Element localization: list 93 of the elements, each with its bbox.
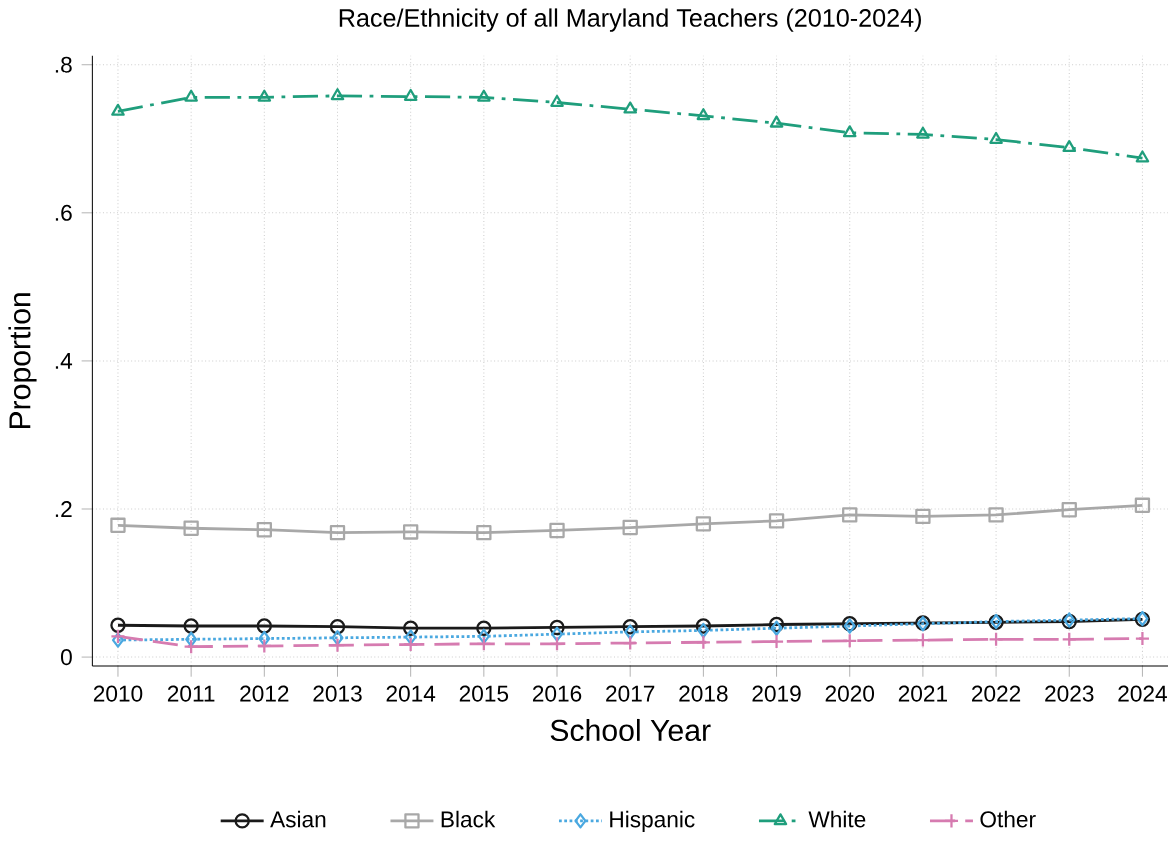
point xyxy=(258,630,271,647)
point xyxy=(329,619,346,635)
point xyxy=(549,636,565,652)
point xyxy=(111,632,125,648)
point xyxy=(402,636,419,653)
point xyxy=(257,89,272,102)
point xyxy=(916,126,930,139)
point xyxy=(183,520,199,536)
x-tick-label: 2012 xyxy=(240,685,289,702)
point xyxy=(769,115,784,128)
point xyxy=(331,630,344,646)
x-tick-label: 2023 xyxy=(1045,685,1094,702)
point xyxy=(111,103,125,116)
point xyxy=(183,618,199,634)
y-tick-label: 0 xyxy=(61,649,72,666)
point xyxy=(915,632,931,648)
x-tick-label: 2011 xyxy=(167,685,215,702)
point xyxy=(842,507,858,523)
x-tick-label: 2020 xyxy=(825,685,875,702)
x-tick-label: 2016 xyxy=(532,685,582,702)
point xyxy=(915,508,931,525)
point xyxy=(329,525,346,541)
x-tick-label: 2017 xyxy=(606,685,655,702)
x-tick-label: 2022 xyxy=(972,685,1021,702)
point xyxy=(1061,631,1077,647)
point xyxy=(696,108,711,121)
x-tick-label: 2015 xyxy=(459,685,509,702)
point xyxy=(624,624,637,640)
point xyxy=(256,638,272,654)
point xyxy=(1134,497,1151,513)
x-tick-label: 2010 xyxy=(93,685,143,702)
point xyxy=(185,631,198,647)
y-tick-label: .6 xyxy=(55,204,72,221)
point xyxy=(549,522,565,539)
chart-title: Race/Ethnicity of all Maryland Teachers (2010-2024) xyxy=(339,8,921,32)
point xyxy=(842,125,857,138)
point xyxy=(768,513,785,529)
y-tick-label: .2 xyxy=(55,501,72,517)
point xyxy=(989,131,1003,144)
x-tick-label: 2024 xyxy=(1118,685,1167,702)
point xyxy=(988,507,1004,523)
y-tick-label: .4 xyxy=(55,353,73,369)
point xyxy=(550,94,564,107)
point xyxy=(768,616,785,633)
point xyxy=(549,619,565,636)
legend-label: Other xyxy=(980,810,1036,828)
legend-label: White xyxy=(808,810,866,828)
point xyxy=(329,637,346,653)
x-tick-label: 2018 xyxy=(679,685,728,702)
point xyxy=(477,628,490,645)
point xyxy=(476,525,492,541)
point xyxy=(183,639,199,655)
legend-label: Asian xyxy=(270,810,326,828)
point xyxy=(695,618,712,634)
point xyxy=(402,620,419,636)
point xyxy=(550,626,564,642)
x-tick-label: 2013 xyxy=(313,685,362,702)
point xyxy=(256,522,272,538)
x-tick-label: 2014 xyxy=(386,685,436,702)
point xyxy=(330,88,345,101)
point xyxy=(110,617,126,633)
point xyxy=(476,620,492,636)
point xyxy=(622,635,638,651)
point xyxy=(622,519,638,536)
point xyxy=(403,88,418,101)
y-tick-label: .8 xyxy=(55,56,72,73)
point xyxy=(476,636,492,652)
point xyxy=(695,516,712,532)
point xyxy=(110,628,126,645)
point xyxy=(623,101,638,114)
point xyxy=(110,517,126,533)
legend-label: Hispanic xyxy=(610,810,695,832)
x-tick-label: 2019 xyxy=(752,685,801,702)
point xyxy=(1061,502,1077,518)
point xyxy=(1135,150,1150,163)
x-tick-label: 2021 xyxy=(898,685,947,702)
point xyxy=(622,619,638,635)
point xyxy=(695,634,712,650)
point xyxy=(402,524,419,540)
point xyxy=(1134,630,1151,647)
point xyxy=(184,89,198,102)
point xyxy=(770,620,783,636)
point xyxy=(477,89,491,102)
legend-label: Black xyxy=(441,810,496,828)
point xyxy=(697,622,710,639)
point xyxy=(256,618,272,634)
point xyxy=(1062,139,1077,153)
y-axis-title: Proportion xyxy=(8,293,37,429)
x-axis-title: School Year xyxy=(550,718,711,742)
point xyxy=(842,633,858,649)
point xyxy=(404,629,417,645)
point xyxy=(988,631,1004,647)
point xyxy=(768,633,785,650)
